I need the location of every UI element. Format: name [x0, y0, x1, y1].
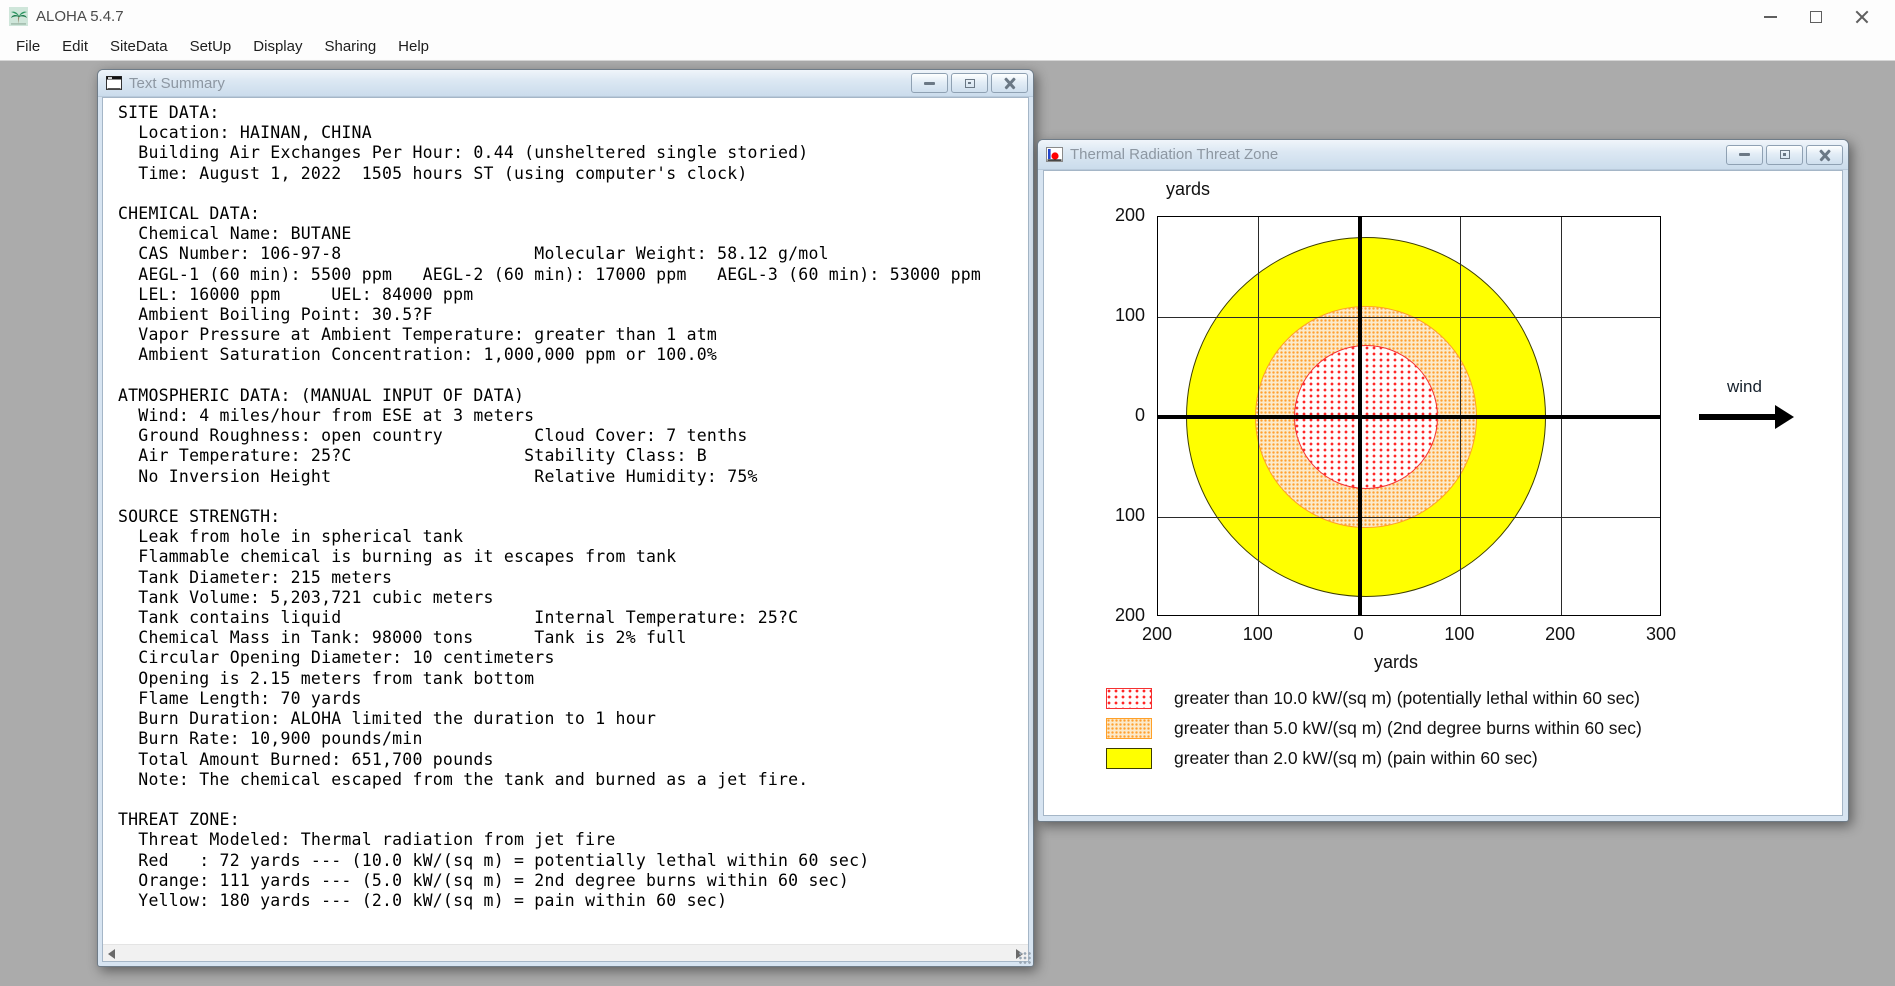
app-titlebar[interactable]: ALOHA 5.4.7 — [0, 0, 1895, 33]
app-maximize-button[interactable] — [1793, 0, 1839, 33]
y-tick-label: 0 — [1134, 405, 1145, 425]
menu-item-setup[interactable]: SetUp — [189, 38, 232, 55]
text-summary-maximize-button[interactable] — [951, 73, 988, 93]
gridline-y--100 — [1158, 516, 1660, 518]
threat-zone-titlebar[interactable]: Thermal Radiation Threat Zone — [1038, 140, 1848, 170]
text-summary-titlebar[interactable]: Text Summary — [98, 70, 1033, 97]
text-summary-window-icon — [106, 75, 122, 91]
close-icon — [1819, 149, 1831, 160]
x-tick-label: 100 — [1444, 624, 1475, 644]
legend-label: greater than 10.0 kW/(sq m) (potentially… — [1174, 687, 1640, 708]
maximize-icon — [1810, 10, 1822, 23]
menu-item-sharing[interactable]: Sharing — [324, 38, 377, 55]
y-tick-label: 200 — [1114, 205, 1145, 225]
legend-row-1: greater than 5.0 kW/(sq m) (2nd degree b… — [1106, 713, 1642, 743]
legend-swatch-yellow-solid — [1106, 747, 1152, 769]
scroll-left-button[interactable] — [103, 945, 120, 961]
threat-zone-close-button[interactable] — [1806, 144, 1843, 165]
app-title: ALOHA 5.4.7 — [36, 8, 124, 25]
x-tick-label: 200 — [1141, 624, 1173, 644]
menu-item-file[interactable]: File — [16, 38, 41, 55]
horizontal-scrollbar[interactable] — [103, 944, 1028, 961]
wind-label: wind — [1727, 377, 1762, 396]
close-icon — [1004, 78, 1016, 89]
menu-item-display[interactable]: Display — [253, 38, 303, 55]
threat-zone-window-icon — [1046, 146, 1063, 163]
maximize-icon — [1779, 150, 1790, 159]
legend-swatch-red-dotted — [1106, 687, 1152, 709]
menu-bar: File Edit SiteData SetUp Display Sharing Help — [0, 33, 1895, 61]
x-axis-label: yards — [1374, 652, 1419, 672]
legend-label: greater than 5.0 kW/(sq m) (2nd degree b… — [1174, 717, 1642, 738]
threat-zone-window: Thermal Radiation Threat Zone yards yard… — [1037, 139, 1849, 822]
threat-zone-minimize-button[interactable] — [1726, 144, 1763, 165]
threat-zone-maximize-button[interactable] — [1766, 144, 1803, 165]
minimize-icon — [1763, 15, 1777, 18]
menu-item-sitedata[interactable]: SiteData — [110, 38, 168, 55]
text-summary-window: Text Summary SITE DATA: Location: HAINAN… — [97, 69, 1034, 967]
y-axis-zero-line — [1357, 217, 1362, 615]
text-summary-close-button[interactable] — [991, 73, 1028, 93]
threat-zone-content: yards yards wind greater than 10.0 kW/(s… — [1043, 170, 1843, 816]
minimize-icon — [1739, 153, 1750, 156]
minimize-icon — [924, 81, 935, 85]
app-minimize-button[interactable] — [1747, 0, 1793, 33]
legend-row-2: greater than 2.0 kW/(sq m) (pain within … — [1106, 743, 1642, 773]
text-summary-title: Text Summary — [129, 74, 225, 92]
scroll-left-icon — [108, 948, 115, 959]
y-axis-label: yards — [1166, 179, 1211, 199]
legend-label: greater than 2.0 kW/(sq m) (pain within … — [1174, 747, 1538, 768]
menu-item-help[interactable]: Help — [398, 38, 430, 55]
x-tick-label: 200 — [1545, 624, 1576, 644]
x-tick-label: 0 — [1353, 624, 1364, 644]
close-icon — [1855, 10, 1869, 24]
wind-annotation: wind — [1699, 377, 1829, 429]
wind-arrow-icon — [1699, 405, 1829, 429]
gridline-y-100 — [1158, 316, 1660, 318]
text-summary-minimize-button[interactable] — [911, 73, 948, 93]
text-summary-content: SITE DATA: Location: HAINAN, CHINA Build… — [102, 97, 1029, 962]
x-tick-label: 300 — [1645, 624, 1677, 644]
y-tick-label: 100 — [1114, 505, 1145, 525]
text-summary-report-text: SITE DATA: Location: HAINAN, CHINA Build… — [118, 103, 982, 910]
y-tick-label: 200 — [1114, 605, 1145, 625]
threat-zone-title: Thermal Radiation Threat Zone — [1070, 146, 1279, 163]
text-summary-window-controls — [911, 73, 1028, 93]
chart-legend: greater than 10.0 kW/(sq m) (potentially… — [1106, 683, 1642, 773]
resize-grip[interactable] — [1019, 952, 1032, 965]
x-tick-label: 100 — [1242, 624, 1273, 644]
app-close-button[interactable] — [1839, 0, 1885, 33]
aloha-palm-tree-icon — [9, 7, 28, 26]
x-axis-zero-line — [1158, 415, 1660, 419]
menu-item-edit[interactable]: Edit — [62, 38, 89, 55]
threat-zone-window-controls — [1726, 144, 1843, 165]
y-tick-label: 100 — [1114, 305, 1145, 325]
app-window-controls — [1747, 0, 1885, 33]
threat-zone-plot — [1157, 216, 1661, 616]
maximize-icon — [964, 78, 975, 88]
legend-swatch-orange-dotted — [1106, 717, 1152, 739]
legend-row-0: greater than 10.0 kW/(sq m) (potentially… — [1106, 683, 1642, 713]
